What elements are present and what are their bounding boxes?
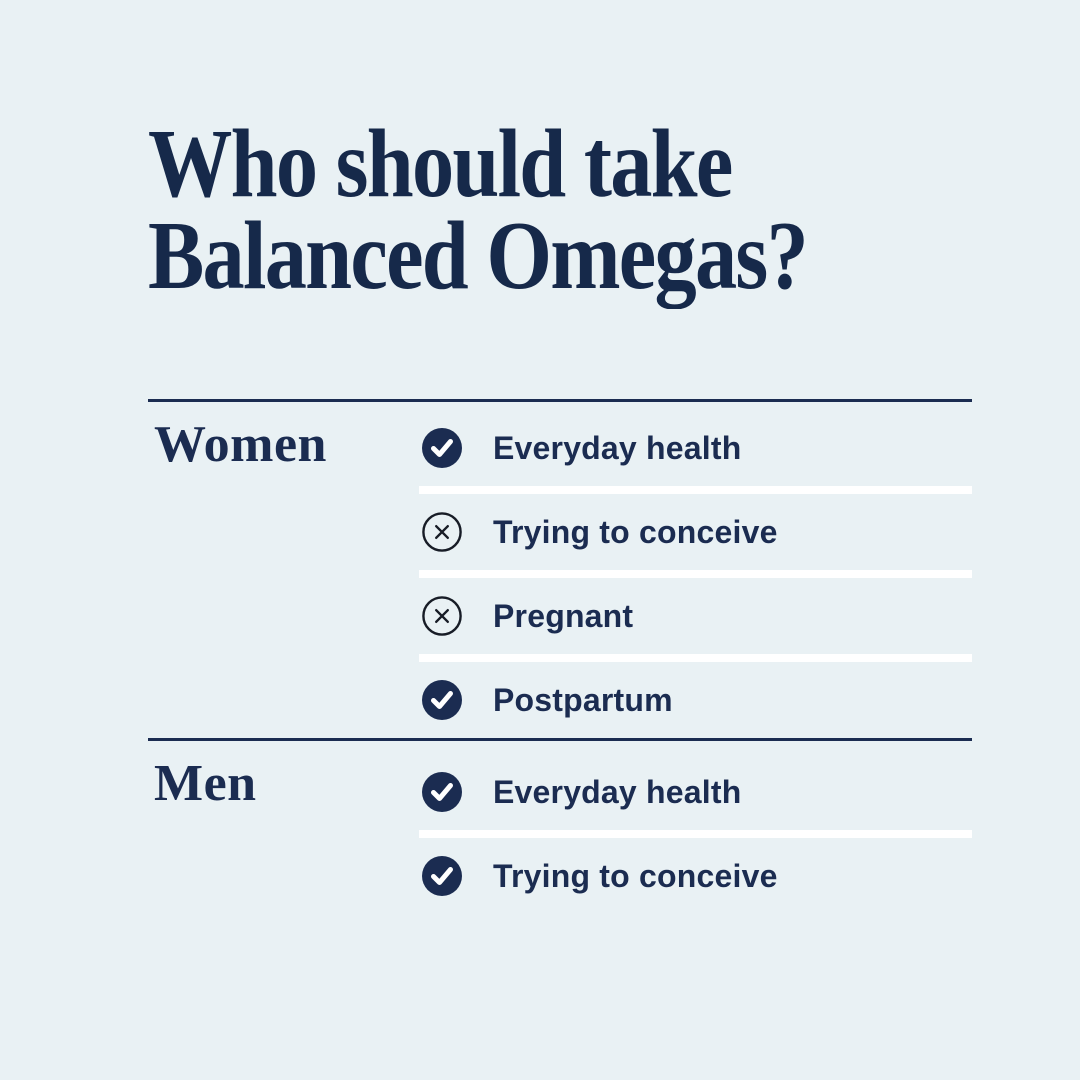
table-row: Trying to conceive	[148, 490, 972, 578]
table-top-rule	[148, 399, 972, 402]
audience-table: Women Men Everyday health Trying to conc…	[148, 399, 972, 921]
row-label: Trying to conceive	[493, 857, 778, 894]
table-row: Postpartum	[148, 658, 972, 742]
section-heading-men: Men	[154, 755, 257, 812]
title-line-1: Who should take	[148, 110, 733, 217]
row-label: Everyday health	[493, 429, 742, 466]
row-label: Pregnant	[493, 597, 634, 634]
rows-women: Everyday health Trying to conceive Pregn…	[148, 406, 972, 742]
section-heading-women: Women	[154, 416, 327, 473]
check-icon	[422, 772, 462, 812]
x-icon	[422, 596, 462, 636]
title-line-2: Balanced Omegas?	[148, 202, 809, 309]
row-label: Postpartum	[493, 681, 673, 718]
row-label: Everyday health	[493, 773, 742, 810]
rows-men: Everyday health Trying to conceive	[148, 750, 972, 918]
check-icon	[422, 428, 462, 468]
section-divider-rule	[148, 738, 972, 741]
table-row: Pregnant	[148, 574, 972, 662]
page-title: Who should take Balanced Omegas?	[148, 110, 809, 309]
check-icon	[422, 680, 462, 720]
table-row: Everyday health	[148, 406, 972, 494]
table-row: Everyday health	[148, 750, 972, 838]
row-label: Trying to conceive	[493, 513, 778, 550]
check-icon	[422, 856, 462, 896]
table-row: Trying to conceive	[148, 834, 972, 918]
x-icon	[422, 512, 462, 552]
